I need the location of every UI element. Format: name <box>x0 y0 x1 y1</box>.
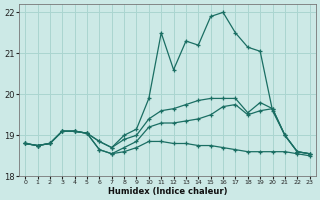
X-axis label: Humidex (Indice chaleur): Humidex (Indice chaleur) <box>108 187 227 196</box>
